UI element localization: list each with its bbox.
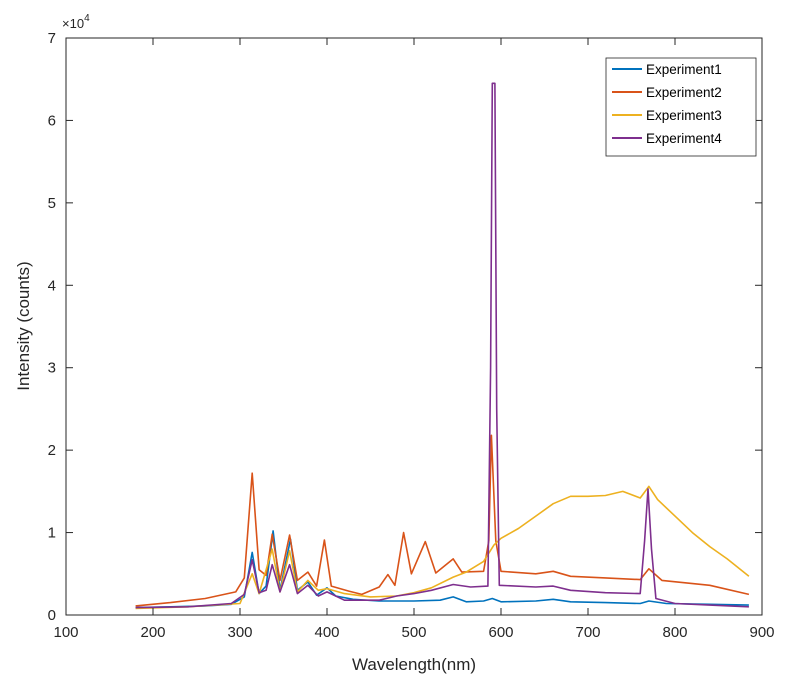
series-line-4 xyxy=(135,82,749,609)
y-axis-multiplier-exponent: 4 xyxy=(84,13,90,24)
y-tick-label: 3 xyxy=(48,360,56,377)
x-tick-label: 400 xyxy=(314,624,339,641)
y-tick-label: 5 xyxy=(48,195,56,212)
x-axis-ticks: 100 200 300 400 500 600 700 800 900 xyxy=(53,38,775,641)
legend-box xyxy=(605,57,757,157)
y-tick-label: 1 xyxy=(48,525,56,542)
legend-label-4: Experiment4 xyxy=(646,131,722,146)
y-axis-label: Intensity (counts) xyxy=(14,261,33,390)
x-tick-label: 100 xyxy=(53,624,78,641)
x-tick-label: 700 xyxy=(575,624,600,641)
legend-label-2: Experiment2 xyxy=(646,85,722,100)
legend-label-3: Experiment3 xyxy=(646,108,722,123)
x-tick-label: 500 xyxy=(401,624,426,641)
y-axis-multiplier-base: ×10 xyxy=(62,16,84,31)
x-tick-label: 200 xyxy=(140,624,165,641)
y-tick-label: 0 xyxy=(48,607,56,624)
legend-label-1: Experiment1 xyxy=(646,62,722,77)
x-tick-label: 800 xyxy=(662,624,687,641)
x-axis-label: Wavelength(nm) xyxy=(352,655,476,674)
legend: Experiment1 Experiment2 Experiment3 Experim… xyxy=(605,57,757,157)
y-axis-multiplier: ×104 xyxy=(62,13,90,31)
y-tick-label: 6 xyxy=(48,112,56,129)
series-layer xyxy=(135,82,750,610)
y-tick-label: 7 xyxy=(48,30,56,47)
x-tick-label: 300 xyxy=(227,624,252,641)
x-tick-label: 900 xyxy=(749,624,774,641)
y-axis-ticks: 0 1 2 3 4 5 6 7 xyxy=(48,30,762,624)
y-tick-label: 2 xyxy=(48,442,56,459)
series-line-2 xyxy=(135,434,750,607)
x-tick-label: 600 xyxy=(488,624,513,641)
y-tick-label: 4 xyxy=(48,277,56,294)
